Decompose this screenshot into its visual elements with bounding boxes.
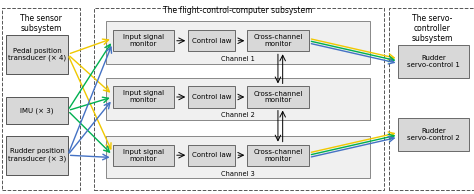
Text: Control law: Control law xyxy=(192,152,232,158)
FancyBboxPatch shape xyxy=(399,118,469,151)
Text: Pedal position
transducer (× 4): Pedal position transducer (× 4) xyxy=(8,48,66,61)
Text: Cross-channel
monitor: Cross-channel monitor xyxy=(253,34,302,47)
FancyBboxPatch shape xyxy=(247,86,309,108)
Text: Rudder
servo-control 2: Rudder servo-control 2 xyxy=(408,128,460,141)
Text: The servo-
controller
subsystem: The servo- controller subsystem xyxy=(412,14,453,43)
Text: Channel 3: Channel 3 xyxy=(221,171,255,177)
FancyBboxPatch shape xyxy=(106,136,370,178)
FancyBboxPatch shape xyxy=(6,136,68,175)
Text: The sensor
subsystem: The sensor subsystem xyxy=(20,14,62,33)
Text: Input signal
monitor: Input signal monitor xyxy=(123,149,164,162)
Text: Rudder position
transducer (× 3): Rudder position transducer (× 3) xyxy=(8,148,66,162)
Text: Input signal
monitor: Input signal monitor xyxy=(123,34,164,47)
FancyBboxPatch shape xyxy=(106,21,370,64)
FancyBboxPatch shape xyxy=(106,78,370,120)
FancyBboxPatch shape xyxy=(6,97,68,124)
FancyBboxPatch shape xyxy=(113,30,174,51)
FancyBboxPatch shape xyxy=(6,35,68,74)
FancyBboxPatch shape xyxy=(399,45,469,78)
Text: Channel 1: Channel 1 xyxy=(221,56,255,62)
FancyBboxPatch shape xyxy=(113,145,174,166)
FancyBboxPatch shape xyxy=(188,145,236,166)
Text: Cross-channel
monitor: Cross-channel monitor xyxy=(253,149,302,162)
Text: Input signal
monitor: Input signal monitor xyxy=(123,90,164,104)
FancyBboxPatch shape xyxy=(113,86,174,108)
FancyBboxPatch shape xyxy=(247,30,309,51)
Text: Cross-channel
monitor: Cross-channel monitor xyxy=(253,90,302,104)
FancyBboxPatch shape xyxy=(188,86,236,108)
Text: The flight-control-computer subsystem: The flight-control-computer subsystem xyxy=(163,6,312,15)
Text: Channel 2: Channel 2 xyxy=(221,112,255,118)
Text: Control law: Control law xyxy=(192,38,232,44)
Text: IMU (× 3): IMU (× 3) xyxy=(20,107,54,114)
FancyBboxPatch shape xyxy=(188,30,236,51)
Text: Rudder
servo-control 1: Rudder servo-control 1 xyxy=(408,55,460,68)
Text: Control law: Control law xyxy=(192,94,232,100)
FancyBboxPatch shape xyxy=(247,145,309,166)
